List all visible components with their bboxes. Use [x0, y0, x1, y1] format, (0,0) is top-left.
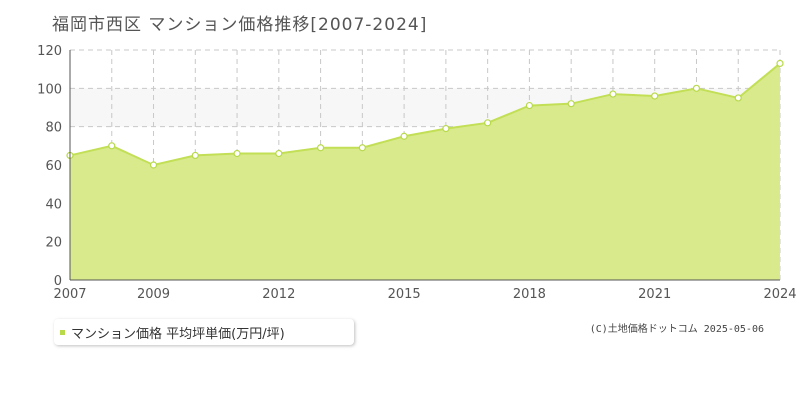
x-tick-label: 2012: [262, 287, 295, 302]
y-tick-labels: 0 20 40 60 80 100 120: [37, 44, 62, 289]
data-point: [525, 101, 534, 110]
y-tick-label: 100: [37, 82, 62, 97]
data-point: [191, 151, 199, 160]
legend: マンション価格 平均坪単価(万円/坪): [54, 319, 354, 345]
y-tick-label: 0: [54, 274, 62, 289]
credit-text: (C)土地価格ドットコム 2025-05-06: [589, 324, 764, 335]
data-point: [734, 94, 742, 102]
x-tick-labels: 2007 2009 2012 2015 2018 2021 2024: [53, 287, 796, 302]
x-tick-label: 2007: [53, 287, 86, 302]
data-point: [358, 144, 366, 152]
series-line: [69, 62, 781, 167]
legend-label: マンション価格 平均坪単価(万円/坪): [71, 326, 285, 342]
legend-swatch: [60, 329, 65, 335]
data-point: [233, 149, 241, 158]
y-tick-label: 60: [45, 159, 62, 174]
y-tick-label: 120: [37, 44, 62, 59]
data-point: [400, 132, 408, 140]
x-tick-label: 2021: [638, 287, 671, 302]
chart-title: 福岡市西区 マンション価格推移[2007-2024]: [52, 15, 428, 35]
data-point: [651, 92, 659, 100]
series-markers: [66, 59, 784, 169]
data-point: [567, 100, 575, 108]
x-tick-label: 2009: [137, 287, 170, 302]
data-point: [108, 142, 116, 150]
data-point: [275, 149, 283, 158]
data-point: [149, 161, 158, 169]
data-point: [442, 124, 450, 133]
x-tick-label: 2015: [388, 287, 421, 302]
data-point: [316, 144, 325, 152]
data-point: [484, 119, 492, 127]
data-point: [609, 90, 617, 98]
y-tick-label: 40: [45, 197, 62, 212]
x-tick-label: 2018: [513, 287, 546, 302]
data-point: [776, 59, 784, 68]
x-tick-label: 2024: [763, 287, 796, 302]
y-tick-label: 80: [45, 121, 62, 136]
series-area: [70, 63, 780, 280]
data-point: [692, 84, 701, 92]
y-tick-label: 20: [45, 236, 62, 251]
